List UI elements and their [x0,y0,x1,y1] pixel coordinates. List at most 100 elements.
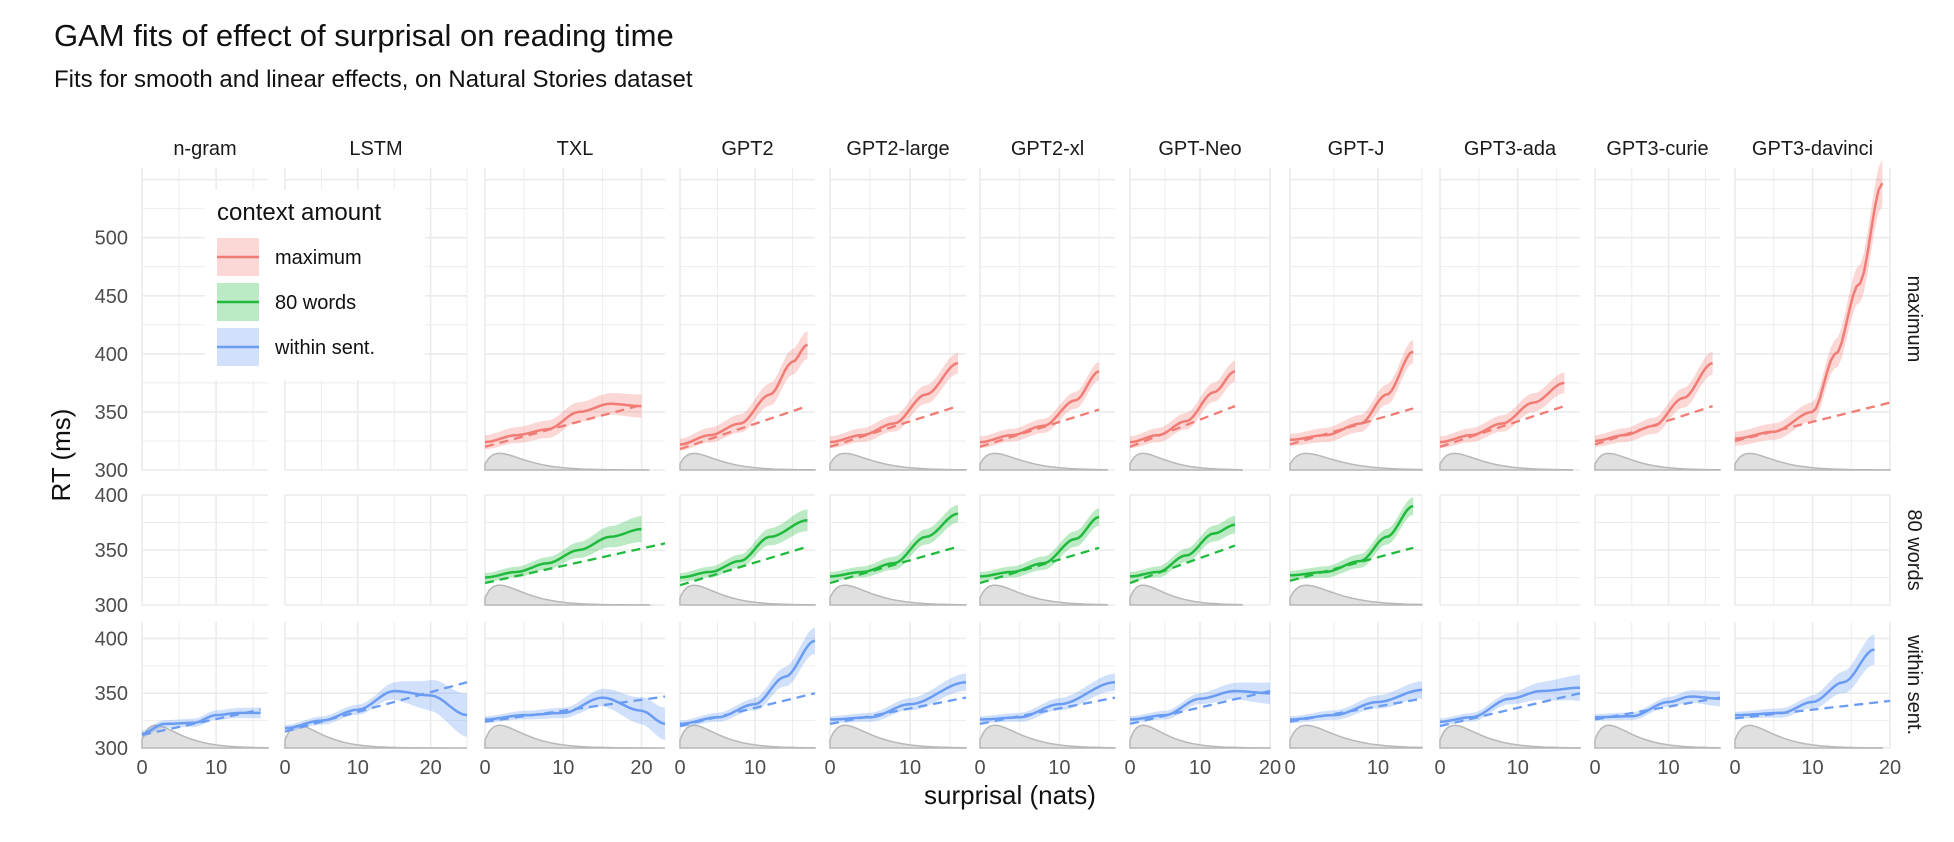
confidence-ribbon [1290,681,1422,723]
density-area [679,724,816,749]
panel [829,168,967,471]
panel [1129,494,1271,606]
panel [979,494,1115,606]
x-tick-label: 10 [1189,757,1211,779]
row-strip-label: maximum [1903,276,1925,363]
smooth-fit-line [979,515,1100,578]
linear-fit-line [1439,692,1581,728]
legend-background [205,190,425,380]
linear-fit-line [679,545,808,587]
row-strip-label: 80 words [1903,509,1925,590]
confidence-ribbon [830,352,958,448]
density-area [1439,724,1581,749]
density-area [679,452,816,471]
density-area [979,724,1116,749]
panel [1289,622,1423,749]
x-tick-label: 0 [1124,757,1135,779]
density-area [979,584,1108,606]
density-area [1289,452,1423,471]
panel [1289,494,1423,606]
x-tick-label: 20 [419,757,441,779]
panel [679,494,816,606]
panel [979,622,1116,749]
linear-fit-line [679,692,816,728]
confidence-ribbon [1735,159,1883,446]
y-tick-label: 400 [95,485,128,507]
confidence-ribbon [1130,360,1235,448]
density-area [1129,452,1243,471]
legend: context amount maximum 80 words within sen… [205,190,425,380]
confidence-ribbon [980,508,1100,581]
y-tick-label: 350 [95,540,128,562]
density-area [829,724,967,749]
linear-fit-line [484,542,666,585]
smooth-fit-line [829,361,959,444]
confidence-ribbon [1440,372,1565,448]
density-area [1594,452,1721,471]
y-tick-label: 400 [95,344,128,366]
x-tick-label: 10 [1801,757,1823,779]
confidence-ribbon [680,509,808,582]
linear-fit-line [1734,401,1891,443]
density-area [141,724,269,749]
panel [284,622,468,749]
linear-fit-line [829,545,959,585]
smooth-fit-line [484,527,642,579]
smooth-fit-line [1129,370,1236,444]
confidence-ribbon [830,504,958,581]
density-area [829,452,967,471]
density-area [1289,724,1423,749]
smooth-fit-line [830,681,967,721]
x-axis-title: surprisal (nats) [924,780,1096,810]
density-area [1289,584,1423,606]
density-area [484,452,650,471]
panel [1734,622,1891,749]
linear-fit-line [284,681,468,733]
panel [1594,622,1721,749]
smooth-fit-line [1735,648,1875,717]
density-area [1129,584,1243,606]
linear-fit-line [1734,699,1891,720]
legend-title: context amount [217,199,381,226]
linear-fit-line [1439,405,1565,448]
chart-title: GAM fits of effect of surprisal on readi… [54,18,674,53]
density-area [1439,452,1574,471]
column-strip-label: GPT2 [721,138,773,160]
density-area [829,584,967,606]
linear-fit-line [829,405,959,448]
column-strip-label: GPT3-curie [1606,138,1708,160]
column-strip-label: GPT2-large [846,138,949,160]
panel [1439,168,1580,471]
confidence-ribbon [980,673,1115,723]
x-tick-label: 0 [1434,757,1445,779]
chart-subtitle: Fits for smooth and linear effects, on N… [54,66,693,93]
confidence-ribbon [1735,634,1875,719]
confidence-ribbon [980,362,1100,448]
y-tick-label: 300 [95,738,128,760]
linear-fit-line [1129,689,1271,726]
x-tick-label: 10 [744,757,766,779]
x-tick-label: 10 [347,757,369,779]
y-tick-label: 300 [95,460,128,482]
density-area [1734,452,1891,471]
x-tick-label: 0 [1729,757,1740,779]
linear-fit-line [484,695,666,723]
panels-layer: 300 350 400 450 500 maximum n-gram LSTM TXL GPT2 G… [95,138,1925,779]
smooth-fit-line [980,681,1116,721]
x-tick-label: 0 [279,757,290,779]
confidence-ribbon [1290,497,1414,580]
smooth-fit-line [679,639,816,726]
panel [484,494,666,606]
panel [1734,494,1891,606]
confidence-ribbon [485,688,665,741]
density-area [979,452,1108,471]
panel [284,494,468,606]
y-tick-label: 450 [95,286,128,308]
smooth-fit-line [284,689,468,730]
linear-fit-line [1289,546,1414,582]
density-area [679,584,816,606]
density-area [484,724,665,749]
smooth-fit-line [484,402,642,444]
panel [679,622,816,749]
density-area [1594,724,1721,749]
